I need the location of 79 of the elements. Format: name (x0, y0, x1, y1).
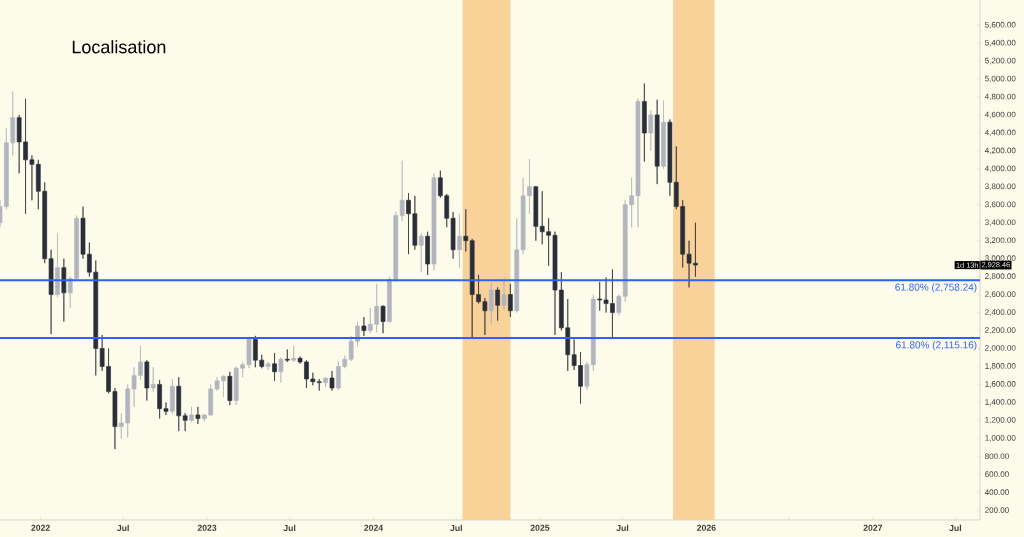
candlestick (176, 376, 182, 432)
y-tick-label: 2,200.00 (985, 327, 1016, 334)
candlestick (55, 233, 60, 298)
x-tick-label: Jul (450, 524, 462, 532)
y-tick-label: 1,600.00 (985, 381, 1016, 388)
candlestick (380, 305, 386, 334)
candlestick (661, 100, 666, 170)
y-tick-label: 3,600.00 (985, 201, 1016, 209)
y-tick-label: 1,400.00 (985, 399, 1016, 406)
y-tick-label: 3,200.00 (985, 237, 1016, 244)
candlestick (150, 366, 156, 392)
x-tick-label: Jul (949, 524, 962, 532)
y-tick-label: 2,600.00 (985, 291, 1016, 298)
candlestick (144, 359, 150, 401)
candlestick (291, 345, 297, 363)
candlestick (616, 294, 622, 316)
candlestick (418, 233, 424, 273)
y-tick-label: 4,000.00 (984, 165, 1016, 173)
candlestick (361, 316, 367, 337)
candlestick (189, 406, 194, 423)
y-tick-label: 2,800.00 (985, 273, 1016, 280)
ref-line-label: 61.80% (2,115.16) (896, 341, 977, 351)
candlestick (265, 361, 271, 371)
y-tick-label: 5,200.00 (985, 57, 1016, 65)
y-tick-label: 4,200.00 (984, 147, 1016, 155)
candlestick (533, 185, 539, 242)
candlestick (182, 412, 188, 432)
candlestick (329, 370, 335, 392)
candlestick (431, 172, 437, 271)
y-tick-label: 200.00 (985, 507, 1009, 513)
candlestick (278, 357, 284, 383)
candlestick (654, 99, 660, 185)
x-tick-label: Jul (117, 524, 129, 532)
candlestick (272, 352, 277, 382)
candlestick (425, 231, 430, 276)
y-tick-label: 4,600.00 (984, 111, 1016, 119)
y-tick-label: 2,000.00 (985, 345, 1016, 352)
y-tick-label: 5,600.00 (985, 21, 1016, 29)
x-tick-label: 2026 (697, 524, 716, 531)
candlestick (495, 287, 500, 321)
x-tick-label: Jul (616, 524, 629, 532)
x-tick-label: 2024 (364, 524, 384, 531)
candlestick (387, 276, 392, 323)
y-tick-label: 4,800.00 (984, 93, 1016, 101)
ref-line-label: 61.80% (2,758.24) (895, 283, 977, 293)
candlestick (457, 213, 462, 268)
y-tick-label: 5,400.00 (985, 39, 1016, 47)
y-tick-label: 2,400.00 (985, 309, 1016, 316)
y-tick-label: 3,800.00 (985, 183, 1016, 191)
candlestick (323, 377, 328, 388)
candlestick (227, 371, 233, 406)
y-tick-label: 3,400.00 (985, 219, 1016, 227)
candlestick (316, 378, 322, 392)
x-tick-label: Jul (283, 524, 296, 532)
y-tick-label: 1,200.00 (985, 417, 1016, 424)
y-tick-label: 1,000.00 (985, 434, 1016, 442)
candlestick (508, 283, 513, 318)
x-tick-label: 2025 (530, 524, 550, 531)
y-tick-label: 5,000.00 (985, 75, 1016, 83)
x-tick-label: 2022 (31, 524, 50, 531)
candlestick (648, 110, 654, 152)
y-tick-label: 800.00 (985, 453, 1009, 460)
candlestick (642, 83, 647, 162)
x-tick-label: 2023 (197, 524, 217, 531)
y-tick-label: 1,800.00 (985, 363, 1016, 370)
y-tick-label: 3,000.00 (985, 255, 1016, 262)
candlestick (61, 258, 67, 322)
text: Localisation (72, 40, 166, 54)
y-tick-label: 400.00 (984, 489, 1009, 495)
candlestick (488, 282, 494, 325)
candlestick (195, 406, 201, 425)
x-tick-label: 2027 (863, 524, 883, 531)
y-tick-label: 4,400.00 (984, 129, 1016, 137)
candlestick (463, 208, 469, 252)
candlestick (501, 278, 507, 311)
candlestick (284, 349, 290, 363)
y-tick-label: 600.00 (985, 471, 1009, 478)
candlestick (667, 119, 673, 197)
candlestick (170, 378, 175, 415)
